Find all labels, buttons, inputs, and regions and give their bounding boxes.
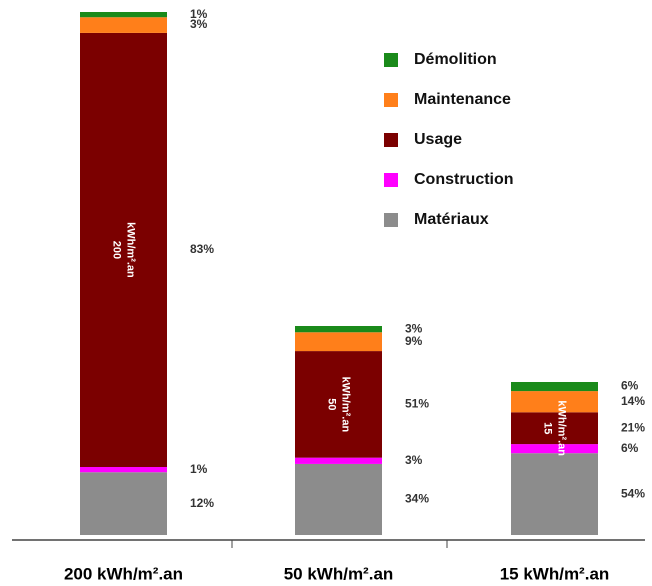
x-tick-label: 200 kWh/m².an <box>64 564 183 583</box>
legend-swatch <box>384 133 398 147</box>
value-label: 1% <box>190 462 208 476</box>
inner-label-unit: kWh/m².an <box>340 377 352 433</box>
value-label: 83% <box>190 242 214 256</box>
value-label: 6% <box>621 441 639 455</box>
bar-segment <box>80 17 167 33</box>
legend-label: Usage <box>414 131 462 148</box>
bar-segment <box>80 472 167 535</box>
legend-label: Construction <box>414 171 514 188</box>
legend-swatch <box>384 213 398 227</box>
inner-label: 200 kWh/m².an <box>111 222 137 278</box>
legend-label: Démolition <box>414 51 497 68</box>
bar-segment <box>511 412 598 445</box>
legend-swatch <box>384 53 398 67</box>
value-label: 51% <box>405 397 429 411</box>
bar-segment <box>511 444 598 454</box>
bar-segment <box>295 457 382 464</box>
value-label: 3% <box>405 321 423 335</box>
legend-label: Matériaux <box>414 211 489 228</box>
bar-segment <box>80 32 167 468</box>
legend-label: Maintenance <box>414 91 511 108</box>
x-tick-label: 50 kWh/m².an <box>284 564 394 583</box>
bar-segment <box>511 382 598 392</box>
inner-label-unit: kWh/m².an <box>556 400 568 456</box>
inner-label-value: 200 <box>111 241 123 259</box>
bar-segment <box>511 391 598 413</box>
value-label: 9% <box>405 334 423 348</box>
value-label: 12% <box>190 496 214 510</box>
bar-segment <box>511 453 598 535</box>
inner-label: 50 kWh/m².an <box>326 377 352 433</box>
inner-label-unit: kWh/m².an <box>125 222 137 278</box>
bar-segment <box>295 326 382 333</box>
x-tick-label: 15 kWh/m².an <box>500 564 610 583</box>
value-label: 3% <box>190 17 208 31</box>
inner-label-value: 50 <box>326 398 338 410</box>
value-label: 1% <box>190 7 208 21</box>
bar-segment <box>80 12 167 18</box>
value-label: 54% <box>621 486 645 500</box>
value-label: 34% <box>405 492 429 506</box>
bar-segment <box>295 351 382 458</box>
bar-segment <box>295 332 382 352</box>
bar-segment <box>295 463 382 535</box>
legend-swatch <box>384 93 398 107</box>
value-label: 6% <box>621 379 639 393</box>
value-label: 21% <box>621 420 645 434</box>
bar-segment <box>80 467 167 473</box>
inner-label: 15 kWh/m².an <box>542 400 568 456</box>
value-label: 3% <box>405 453 423 467</box>
legend-swatch <box>384 173 398 187</box>
value-label: 14% <box>621 394 645 408</box>
inner-label-value: 15 <box>542 422 554 434</box>
